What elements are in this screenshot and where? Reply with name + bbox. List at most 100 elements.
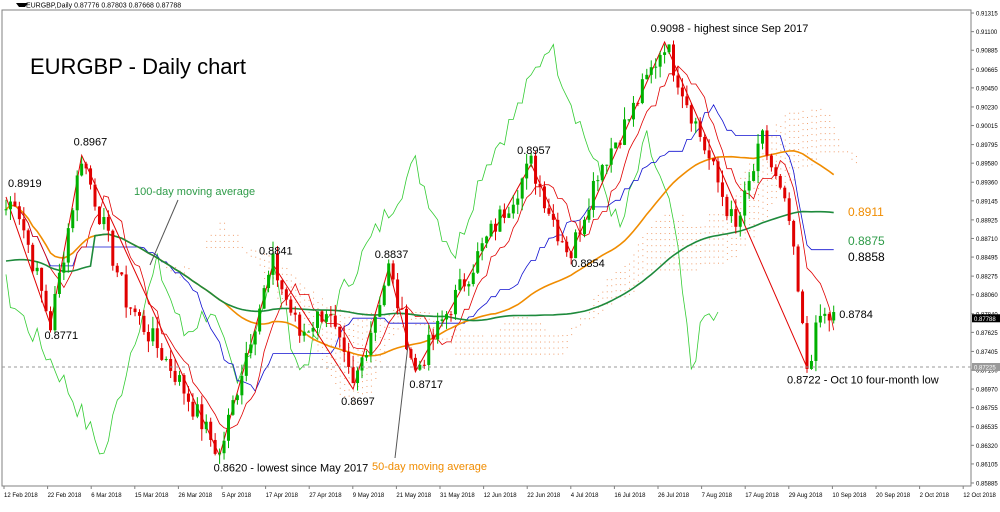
cloud-dot — [317, 344, 319, 346]
cloud-dot — [606, 297, 608, 299]
y-tick-label: 0.88495 — [976, 256, 998, 262]
cloud-dot — [833, 139, 835, 141]
cloud-dot — [651, 251, 653, 253]
cloud-dot — [562, 347, 564, 349]
candle-body — [596, 180, 600, 182]
cloud-dot — [709, 232, 711, 234]
cloud-dot — [277, 291, 279, 293]
cloud-dot — [321, 358, 323, 360]
cloud-dot — [633, 266, 635, 268]
cloud-dot — [317, 308, 319, 310]
key-point-label: 0.8717 — [409, 379, 443, 391]
cloud-dot — [375, 347, 377, 349]
cloud-dot — [677, 239, 679, 241]
cloud-dot — [682, 245, 684, 247]
cloud-dot — [669, 263, 671, 265]
cloud-dot — [388, 326, 390, 328]
cloud-dot — [695, 239, 697, 241]
cloud-dot — [633, 260, 635, 262]
candle-body — [400, 308, 404, 310]
cloud-dot — [237, 246, 239, 248]
cloud-dot — [313, 315, 315, 317]
cloud-dot — [353, 402, 355, 404]
cloud-dot — [624, 278, 626, 280]
cloud-dot — [393, 328, 395, 330]
candle-body — [752, 171, 756, 181]
dropdown-arrow-icon[interactable] — [16, 2, 28, 9]
cloud-dot — [588, 312, 590, 314]
cloud-dot — [281, 267, 283, 269]
cloud-dot — [339, 351, 341, 353]
cloud-dot — [753, 236, 755, 238]
cloud-dot — [802, 165, 804, 167]
x-tick-label: 26 Jul 2018 — [658, 493, 690, 499]
cloud-dot — [722, 214, 724, 216]
cloud-dot — [749, 199, 751, 201]
cloud-dot — [615, 272, 617, 274]
y-tick-label: 0.89580 — [976, 162, 998, 168]
current-price-box — [972, 314, 1000, 323]
candle-body — [124, 274, 128, 308]
cloud-dot — [206, 240, 208, 242]
cloud-dot — [353, 342, 355, 344]
cloud-dot — [451, 342, 452, 344]
cloud-dot — [179, 276, 181, 278]
candle-body — [623, 119, 627, 145]
cloud-dot — [304, 293, 306, 295]
cloud-dot — [232, 246, 234, 248]
cloud-dot — [731, 243, 733, 245]
cloud-dot — [384, 350, 386, 352]
cloud-dot — [366, 325, 368, 327]
cloud-dot — [637, 274, 639, 276]
x-tick-label: 22 Feb 2018 — [48, 493, 82, 499]
cloud-dot — [442, 338, 444, 340]
cloud-dot — [548, 353, 550, 355]
cloud-dot — [397, 316, 399, 318]
support-price-label: 0.87225 — [974, 366, 996, 372]
cloud-dot — [464, 335, 466, 337]
candle-body — [551, 213, 555, 220]
cloud-dot — [807, 129, 808, 131]
cloud-dot — [784, 157, 786, 159]
cloud-dot — [753, 218, 755, 220]
candle-body — [618, 142, 622, 145]
cloud-dot — [553, 341, 555, 343]
cloud-dot — [473, 347, 475, 349]
cloud-dot — [673, 239, 675, 241]
cloud-dot — [642, 261, 644, 263]
cloud-dot — [824, 151, 826, 153]
cloud-dot — [811, 140, 813, 142]
cloud-dot — [660, 233, 662, 235]
cloud-dot — [798, 167, 800, 169]
candle-body — [574, 232, 578, 259]
cloud-dot — [802, 123, 804, 125]
cloud-dot — [682, 239, 684, 241]
cloud-dot — [811, 158, 813, 160]
candle-body — [756, 143, 760, 172]
cloud-dot — [820, 139, 822, 141]
y-tick-label: 0.91315 — [976, 12, 998, 18]
cloud-dot — [664, 269, 666, 271]
cloud-dot — [789, 155, 791, 157]
cloud-dot — [326, 349, 328, 351]
x-tick-label: 31 May 2018 — [440, 493, 475, 499]
cloud-dot — [335, 370, 337, 372]
candle-body — [676, 75, 680, 88]
cloud-dot — [281, 273, 283, 275]
cloud-dot — [793, 112, 795, 114]
cloud-dot — [366, 331, 368, 333]
cloud-dot — [726, 259, 728, 261]
cloud-dot — [553, 335, 555, 337]
cloud-dot — [775, 197, 777, 199]
candle-body — [703, 136, 707, 151]
key-point-label: 0.8957 — [517, 145, 551, 157]
cloud-dot — [290, 274, 292, 276]
cloud-dot — [362, 344, 363, 346]
ma100-label: 100-day moving average — [134, 186, 255, 198]
cloud-dot — [424, 311, 426, 313]
cloud-dot — [313, 297, 315, 299]
candle-body — [462, 279, 466, 287]
cloud-dot — [264, 259, 266, 261]
cloud-dot — [829, 114, 831, 116]
cloud-dot — [370, 312, 372, 314]
